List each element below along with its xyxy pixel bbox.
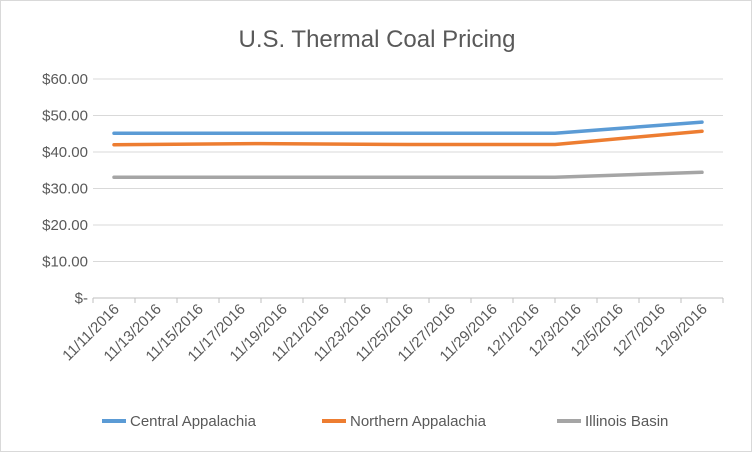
x-axis: 11/11/201611/13/201611/15/201611/17/2016… (59, 297, 724, 365)
y-tick-label: $60.00 (42, 71, 88, 88)
legend: Central Appalachia Northern Appalachia Ill… (102, 413, 668, 430)
y-tick-label: $40.00 (42, 144, 88, 161)
chart-title: U.S. Thermal Coal Pricing (239, 26, 516, 53)
legend-label: Northern Appalachia (350, 413, 487, 430)
y-tick-label: $10.00 (42, 254, 88, 271)
series-line-illinois-basin (112, 170, 704, 179)
gridlines (93, 78, 723, 262)
legend-label: Central Appalachia (130, 413, 257, 430)
y-axis-labels: $- $10.00 $20.00 $30.00 $40.00 $50.00 $60.00 (42, 71, 88, 307)
plot-area (112, 120, 704, 179)
series-line-northern-appalachia (112, 129, 704, 147)
y-tick-label: $50.00 (42, 108, 88, 125)
series-line-central-appalachia (112, 120, 704, 135)
y-tick-label: $30.00 (42, 181, 88, 198)
y-tick-label: $20.00 (42, 217, 88, 234)
legend-label: Illinois Basin (585, 413, 668, 430)
y-tick-label: $- (75, 290, 88, 307)
